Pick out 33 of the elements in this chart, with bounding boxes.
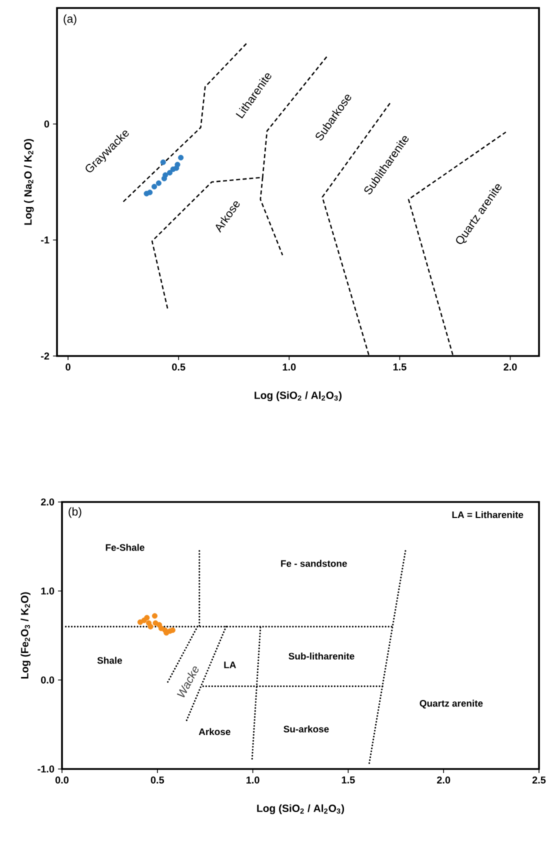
x-tick-label: 1.0	[246, 776, 260, 784]
annotation: Sub-litharenite	[288, 652, 354, 660]
y-tick-label: 2.0	[40, 498, 54, 506]
annotation: LA	[224, 662, 236, 668]
x-tick-label: 0.5	[150, 776, 164, 784]
annotation: Su-arkose	[284, 725, 329, 732]
y-tick-label: 0	[44, 120, 50, 128]
x-tick-label: 2.5	[532, 776, 546, 784]
x-tick-label: 0.0	[55, 776, 69, 784]
x-tick-label: 1.5	[342, 776, 355, 784]
x-tick-label: 1.0	[282, 364, 296, 371]
x-axis-title: Log (SiO$_{2}$ / Al$_{2}$O$_{3}$)	[254, 391, 342, 402]
x-axis-title: Log (SiO$_{2}$ / Al$_{2}$O$_{3}$)	[257, 804, 344, 814]
x-tick-label: 2.0	[504, 364, 517, 371]
y-tick-label: -2	[41, 352, 50, 360]
annotation: (a)	[64, 14, 76, 26]
x-tick-label: 1.5	[393, 363, 406, 370]
y-tick-label: 0.0	[41, 676, 54, 684]
y-tick-label: -1	[41, 236, 50, 244]
x-tick-label: 0	[66, 364, 70, 371]
annotation: (b)	[68, 507, 82, 518]
annotation: Shale	[97, 656, 122, 664]
y-tick-label: -1.0	[38, 765, 54, 773]
y-tick-label: 1.0	[41, 587, 54, 595]
annotation: Arkose	[198, 728, 230, 736]
x-tick-label: 2.0	[437, 776, 450, 784]
annotation: Quartz arenite	[420, 700, 483, 708]
x-tick-label: 0.5	[172, 364, 186, 371]
annotation: Fe-Shale	[106, 544, 144, 551]
annotation: LA = Litharenite	[452, 511, 524, 518]
y-axis-title: Log (Fe$_{2}$O$_{3}$ / K$_{2}$O)	[20, 592, 30, 679]
annotation: Fe - sandstone	[281, 560, 347, 567]
y-axis-title: Log ( Na$_{2}$O / K$_{2}$O)	[24, 139, 34, 225]
